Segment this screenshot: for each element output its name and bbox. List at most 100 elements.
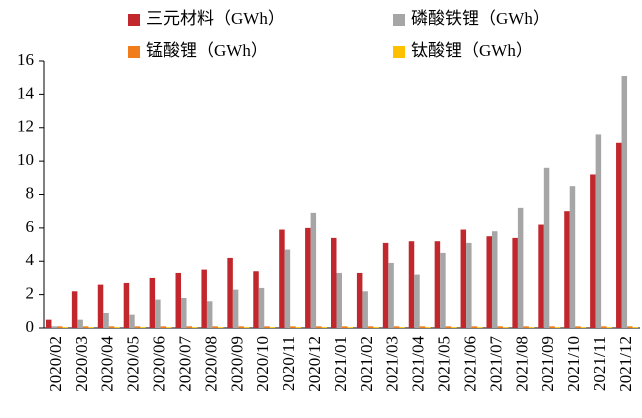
- bar: [166, 327, 172, 328]
- bar: [175, 272, 182, 328]
- y-tick-label: 4: [26, 250, 35, 269]
- y-tick-label: 14: [17, 83, 35, 102]
- bar: [471, 326, 478, 328]
- bar: [336, 272, 342, 328]
- bar: [491, 231, 498, 328]
- bar: [77, 319, 83, 328]
- bar: [393, 326, 400, 328]
- bar: [621, 76, 628, 328]
- legend-swatch: [393, 46, 405, 58]
- bar: [497, 326, 503, 328]
- bar: [466, 242, 472, 328]
- bar: [388, 262, 394, 328]
- bar: [595, 134, 602, 328]
- bar: [149, 277, 156, 328]
- bar: [331, 237, 337, 328]
- x-tick-label: 2021/10: [564, 336, 583, 392]
- bar: [295, 327, 302, 328]
- bar: [382, 242, 389, 328]
- bar: [580, 327, 587, 328]
- x-tick-label: 2020/08: [201, 336, 220, 392]
- bar: [549, 326, 555, 328]
- x-tick-label: 2021/04: [409, 336, 428, 392]
- bar: [45, 319, 52, 328]
- bar: [181, 297, 187, 328]
- legend-swatch: [128, 14, 140, 26]
- x-tick-label: 2020/04: [98, 336, 117, 392]
- y-tick-label: 12: [17, 117, 34, 136]
- bar: [590, 174, 596, 328]
- bar: [538, 224, 544, 328]
- legend-label: 钛酸锂（GWh）: [411, 41, 533, 60]
- legend-swatch: [393, 14, 405, 26]
- bar: [160, 326, 167, 328]
- bar: [408, 241, 415, 328]
- bar: [575, 326, 581, 328]
- bar: [601, 326, 607, 328]
- bar: [253, 271, 259, 328]
- bar: [129, 314, 135, 328]
- y-tick-label: 10: [17, 150, 34, 169]
- bar: [316, 326, 322, 328]
- bar: [321, 327, 328, 328]
- bar: [56, 326, 63, 328]
- bar: [186, 326, 193, 328]
- bar: [279, 229, 285, 328]
- bar: [310, 212, 317, 328]
- x-tick-label: 2021/05: [435, 336, 454, 392]
- x-tick-label: 2021/09: [538, 336, 557, 392]
- bar: [554, 327, 561, 328]
- bar: [616, 142, 622, 328]
- bar: [243, 327, 250, 328]
- bar: [440, 252, 446, 328]
- bar: [564, 211, 570, 328]
- bar: [227, 257, 233, 328]
- legend-label: 三元材料（GWh）: [146, 9, 285, 28]
- legend-swatch: [128, 46, 140, 58]
- bar: [460, 229, 467, 328]
- bar: [82, 326, 89, 328]
- bar: [414, 274, 420, 328]
- bar: [232, 289, 239, 328]
- bar: [434, 241, 441, 328]
- bar: [502, 327, 509, 328]
- bar: [486, 236, 492, 328]
- bar: [425, 327, 431, 328]
- bar: [477, 327, 483, 328]
- bar: [569, 186, 576, 328]
- bar: [97, 284, 104, 328]
- bar: [206, 301, 213, 328]
- bar: [305, 227, 311, 328]
- bar: [342, 326, 348, 328]
- bar: [347, 327, 353, 328]
- x-tick-label: 2020/07: [175, 336, 194, 392]
- bar: [134, 326, 141, 328]
- bar: [155, 299, 161, 328]
- x-tick-label: 2021/01: [331, 336, 350, 392]
- bar: [632, 327, 639, 328]
- x-tick-label: 2021/07: [486, 336, 505, 392]
- x-tick-label: 2020/03: [72, 336, 91, 392]
- bar: [517, 207, 524, 328]
- bar: [108, 326, 115, 328]
- bar: [445, 326, 452, 328]
- bar: [264, 326, 270, 328]
- x-tick-label: 2020/06: [150, 336, 169, 392]
- bar: [284, 249, 291, 328]
- bar: [238, 326, 244, 328]
- x-tick-label: 2021/12: [616, 336, 635, 392]
- x-tick-label: 2021/02: [357, 336, 376, 392]
- x-tick-label: 2021/11: [590, 336, 609, 391]
- y-tick-label: 8: [26, 183, 35, 202]
- bar: [258, 287, 265, 328]
- bar: [201, 269, 207, 328]
- bar: [140, 327, 146, 328]
- bar: [528, 327, 535, 328]
- bar: [212, 326, 218, 328]
- bar: [192, 327, 198, 328]
- bar: [523, 326, 529, 328]
- bar: [62, 327, 68, 328]
- x-tick-label: 2020/10: [253, 336, 272, 392]
- bar: [399, 327, 405, 328]
